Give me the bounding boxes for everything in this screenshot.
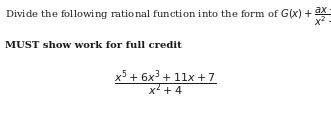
Text: MUST show work for full credit: MUST show work for full credit (5, 41, 182, 50)
Text: Divide the following rational function into the form of $G(x) +\dfrac{ax+b}{x^2+: Divide the following rational function i… (5, 3, 331, 28)
Text: $\dfrac{x^5 + 6x^3 + 11x + 7}{x^2 + 4}$: $\dfrac{x^5 + 6x^3 + 11x + 7}{x^2 + 4}$ (114, 67, 217, 97)
